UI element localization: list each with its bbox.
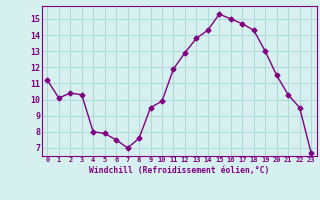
X-axis label: Windchill (Refroidissement éolien,°C): Windchill (Refroidissement éolien,°C) — [89, 166, 269, 175]
